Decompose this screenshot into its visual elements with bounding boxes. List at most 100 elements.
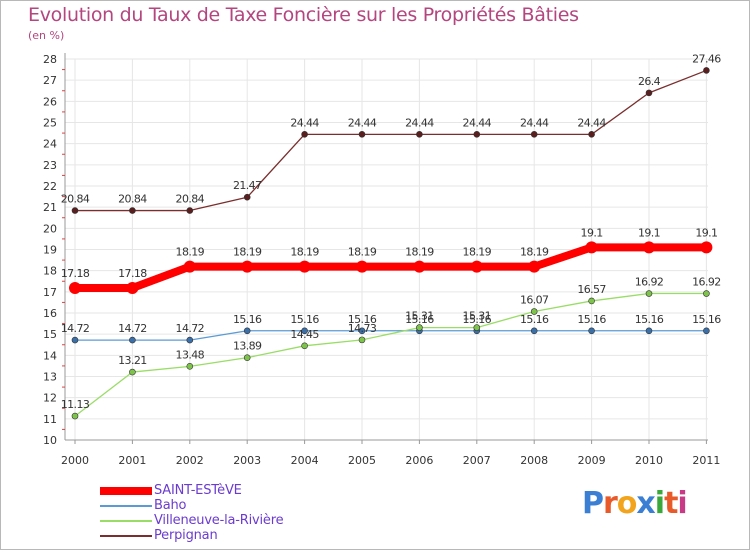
data-point-saint-esteve [356, 260, 368, 273]
y-tick-label: 10 [43, 434, 57, 447]
data-point-baho [530, 327, 538, 335]
logo-letter: i [654, 486, 665, 521]
y-tick-label: 15 [43, 328, 57, 341]
legend-swatch-villeneuve [100, 520, 152, 522]
legend-label-perpignan: Perpignan [154, 528, 218, 543]
data-point-baho [645, 327, 653, 335]
data-point-villeneuve-la-riviere [645, 290, 653, 297]
data-label-villeneuve-la-riviere: 14.45 [290, 328, 319, 341]
data-point-villeneuve-la-riviere [703, 290, 710, 297]
data-point-baho [243, 327, 251, 335]
data-label-perpignan: 21.47 [233, 179, 262, 192]
x-tick-label: 2006 [405, 454, 433, 467]
data-label-saint-esteve: 17.18 [61, 267, 90, 280]
legend-label-baho: Baho [154, 498, 187, 513]
data-point-perpignan [243, 193, 251, 201]
data-point-saint-esteve [700, 241, 713, 254]
x-tick-label: 2009 [578, 454, 606, 467]
x-tick-label: 2008 [520, 454, 548, 467]
data-point-villeneuve-la-riviere [129, 368, 136, 376]
data-point-saint-esteve [413, 260, 426, 273]
data-label-villeneuve-la-riviere: 16.92 [635, 276, 664, 289]
data-label-baho: 15.16 [577, 313, 606, 326]
data-point-saint-esteve [470, 260, 483, 273]
x-tick-label: 2007 [463, 454, 491, 467]
data-point-villeneuve-la-riviere [186, 363, 194, 370]
data-point-villeneuve-la-riviere [358, 336, 366, 344]
data-point-saint-esteve [585, 241, 598, 254]
data-point-baho [129, 336, 136, 344]
data-label-baho: 14.72 [61, 322, 90, 335]
chart-subtitle: (en %) [28, 29, 65, 42]
data-label-baho: 15.16 [233, 313, 262, 326]
data-point-perpignan [71, 207, 79, 214]
x-tick-label: 2004 [291, 454, 319, 467]
data-point-baho [703, 327, 710, 335]
chart-title: Evolution du Taux de Taxe Foncière sur l… [28, 4, 579, 26]
data-point-saint-esteve [69, 282, 81, 295]
legend-label-saint-esteve: SAINT-ESTèVE [154, 483, 242, 498]
x-tick-label: 2011 [692, 454, 720, 467]
data-label-baho: 15.16 [520, 313, 549, 326]
data-point-perpignan [473, 131, 481, 138]
series-layer [69, 67, 713, 420]
data-point-saint-esteve [241, 260, 254, 273]
data-point-villeneuve-la-riviere [71, 412, 79, 420]
data-point-perpignan [129, 207, 136, 214]
data-point-saint-esteve [126, 282, 139, 295]
y-tick-label: 13 [43, 371, 57, 384]
data-label-perpignan: 24.44 [290, 116, 319, 129]
y-tick-label: 18 [43, 265, 57, 278]
data-point-baho [71, 336, 79, 344]
x-tick-label: 2000 [61, 454, 89, 467]
data-label-perpignan: 24.44 [348, 116, 377, 129]
data-label-baho: 15.16 [348, 313, 377, 326]
data-label-saint-esteve: 18.19 [463, 246, 492, 259]
data-label-saint-esteve: 19.1 [638, 226, 660, 239]
data-label-perpignan: 20.84 [61, 193, 90, 206]
data-label-villeneuve-la-riviere: 14.73 [348, 322, 377, 335]
data-label-villeneuve-la-riviere: 15.31 [405, 310, 434, 323]
x-tick-label: 2002 [176, 454, 204, 467]
data-point-villeneuve-la-riviere [243, 354, 251, 361]
data-point-perpignan [645, 89, 653, 97]
data-label-perpignan: 26.4 [638, 75, 661, 88]
data-label-perpignan: 24.44 [577, 116, 606, 129]
data-point-villeneuve-la-riviere [588, 297, 595, 305]
legend-swatch-baho [100, 505, 152, 507]
series-line-perpignan [74, 69, 708, 212]
data-point-villeneuve-la-riviere [473, 324, 481, 331]
data-label-perpignan: 24.44 [405, 116, 434, 129]
data-label-villeneuve-la-riviere: 15.31 [463, 310, 492, 323]
y-tick-label: 24 [43, 138, 57, 151]
legend-swatch-perpignan [100, 535, 152, 537]
x-tick-label: 2005 [348, 454, 376, 467]
data-label-villeneuve-la-riviere: 11.13 [61, 398, 90, 411]
data-label-saint-esteve: 18.19 [520, 246, 549, 259]
data-point-perpignan [703, 67, 710, 74]
logo-letter: x [636, 486, 655, 521]
series-line-villeneuve-la-riviere [74, 292, 708, 417]
y-tick-label: 21 [43, 201, 57, 214]
data-label-perpignan: 20.84 [176, 193, 205, 206]
data-point-saint-esteve [528, 260, 541, 273]
data-label-perpignan: 24.44 [463, 116, 492, 129]
y-tick-label: 20 [43, 222, 57, 235]
data-label-saint-esteve: 17.18 [118, 267, 147, 280]
data-label-baho: 15.16 [290, 313, 319, 326]
data-point-perpignan [588, 131, 595, 138]
y-tick-label: 25 [43, 117, 57, 130]
y-tick-label: 14 [43, 349, 57, 362]
data-label-saint-esteve: 19.1 [695, 226, 717, 239]
logo-letter: r [603, 486, 618, 521]
y-tick-label: 27 [43, 74, 57, 87]
y-tick-label: 22 [43, 180, 57, 193]
data-label-saint-esteve: 18.19 [405, 246, 434, 259]
data-label-perpignan: 24.44 [520, 116, 549, 129]
data-label-villeneuve-la-riviere: 13.21 [118, 354, 147, 367]
data-label-baho: 15.16 [463, 313, 492, 326]
data-point-perpignan [416, 131, 423, 138]
y-tick-label: 28 [43, 53, 57, 66]
data-label-baho: 15.16 [692, 313, 721, 326]
